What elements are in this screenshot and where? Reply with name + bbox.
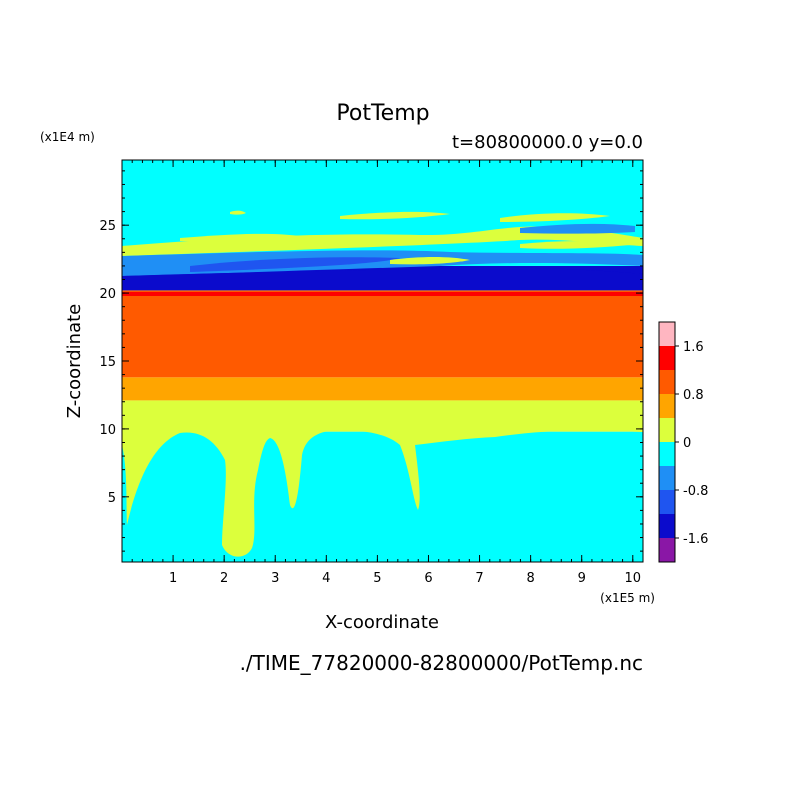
colorbar: 1.6 0.8 0 -0.8 -1.6	[658, 321, 708, 563]
x-tick-label: 4	[322, 571, 330, 586]
x-axis-label: X-coordinate	[325, 612, 439, 633]
chart-title: PotTemp	[336, 101, 429, 126]
x-tick-label: 2	[220, 571, 228, 586]
x-tick-label: 7	[475, 571, 483, 586]
warm-plume-0	[122, 420, 643, 557]
upper-band-5	[180, 233, 300, 242]
upper-band-7	[390, 257, 470, 265]
y-tick-label: 15	[99, 355, 116, 370]
upper-band-9	[520, 223, 635, 234]
colorbar-swatch	[659, 514, 675, 538]
y-tick-label: 20	[99, 287, 116, 302]
colorbar-swatch	[659, 346, 675, 370]
colorbar-swatch	[659, 322, 675, 346]
upper-band-11	[122, 292, 643, 296]
x-axis: 1 2 3 4 5 6 7 8 9 10	[131, 160, 644, 586]
upper-band-10	[230, 210, 246, 215]
field-layer-3	[122, 290, 643, 378]
x-tick-label: 9	[578, 571, 586, 586]
y-tick-label: 25	[99, 219, 116, 234]
y-tick-label: 5	[108, 491, 116, 506]
colorbar-swatch	[659, 370, 675, 394]
upper-band-6	[500, 213, 610, 222]
colorbar-label: -1.6	[683, 532, 708, 547]
colorbar-label: -0.8	[683, 484, 708, 499]
x-tick-label: 1	[169, 571, 177, 586]
x-tick-label: 5	[373, 571, 381, 586]
colorbar-label: 1.6	[683, 340, 704, 355]
upper-band-0	[122, 226, 643, 256]
x-scale-label: (x1E5 m)	[600, 591, 655, 605]
x-tick-label: 8	[526, 571, 534, 586]
upper-band-4	[340, 211, 450, 220]
colorbar-swatch	[659, 490, 675, 514]
upper-band-3	[190, 257, 400, 272]
field-layer-2	[122, 377, 643, 401]
source-file-label: ./TIME_77820000-82800000/PotTemp.nc	[240, 651, 643, 675]
x-tick-label: 3	[271, 571, 279, 586]
x-tick-label: 10	[625, 571, 642, 586]
colorbar-swatch	[659, 394, 675, 418]
y-axis-label: Z-coordinate	[64, 304, 85, 419]
colorbar-swatch	[659, 418, 675, 442]
colorbar-swatch	[659, 442, 675, 466]
plot-area	[122, 160, 643, 562]
field-layer-0	[122, 431, 643, 562]
colorbar-label: 0	[683, 436, 691, 451]
y-axis: 5 10 15 20 25	[99, 170, 643, 552]
upper-band-2	[122, 267, 643, 290]
y-scale-label: (x1E4 m)	[40, 130, 95, 144]
colorbar-swatch	[659, 538, 675, 562]
upper-band-1	[122, 250, 643, 276]
upper-band-8	[520, 241, 640, 249]
y-tick-label: 10	[99, 423, 116, 438]
chart-subtitle: t=80800000.0 y=0.0	[452, 132, 643, 153]
colorbar-swatch	[659, 466, 675, 490]
x-tick-label: 6	[424, 571, 432, 586]
colorbar-label: 0.8	[683, 388, 704, 403]
